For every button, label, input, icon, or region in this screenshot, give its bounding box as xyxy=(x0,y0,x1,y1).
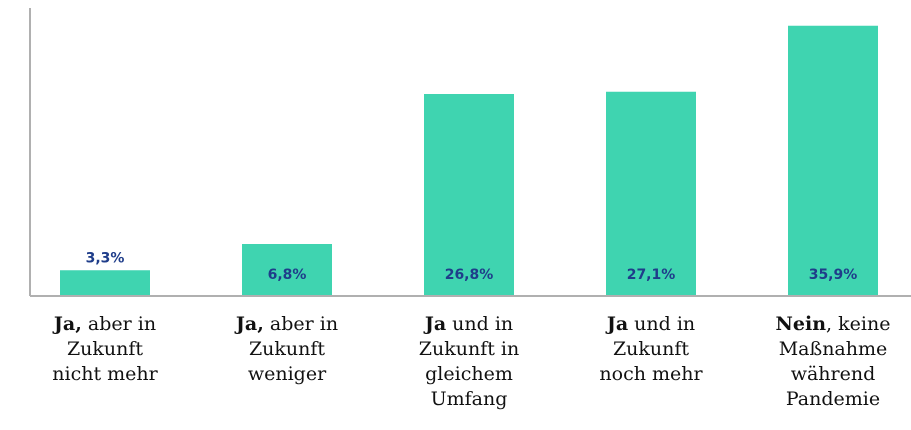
value-label: 3,3% xyxy=(86,250,125,266)
category-line: noch mehr xyxy=(599,363,703,385)
bar xyxy=(788,25,878,295)
category-text: und in xyxy=(446,313,513,335)
category-text: , keine xyxy=(826,313,890,335)
x-tick-label: Ja und in Zukunft in gleichem Umfang xyxy=(419,313,519,410)
category-line: Umfang xyxy=(431,388,508,410)
category-emphasis: Ja, xyxy=(52,313,82,335)
value-label: 26,8% xyxy=(445,267,494,283)
category-emphasis: Ja xyxy=(423,313,446,335)
x-tick-label: Ja, aber in Zukunft weniger xyxy=(234,313,338,385)
x-tick-label: Ja, aber in Zukunft nicht mehr xyxy=(52,313,159,385)
x-tick-label: Ja und in Zukunft noch mehr xyxy=(599,313,703,385)
category-emphasis: Ja, xyxy=(234,313,264,335)
category-text: aber in xyxy=(264,313,338,335)
category-line: während xyxy=(791,363,876,385)
bar xyxy=(424,94,514,295)
value-label: 35,9% xyxy=(809,267,858,283)
category-line: Zukunft xyxy=(613,338,689,360)
category-line: weniger xyxy=(248,363,327,385)
category-line: Maßnahme xyxy=(779,338,888,360)
category-line: Zukunft xyxy=(249,338,325,360)
bar xyxy=(60,270,150,295)
category-emphasis: Ja xyxy=(605,313,628,335)
category-line: Zukunft xyxy=(67,338,143,360)
value-label: 6,8% xyxy=(268,267,307,283)
value-label: 27,1% xyxy=(627,267,676,283)
category-text: aber in xyxy=(82,313,156,335)
bar xyxy=(606,91,696,295)
category-emphasis: Nein xyxy=(776,313,827,335)
x-tick-label: Nein, keine Maßnahme während Pandemie xyxy=(776,313,891,410)
category-line: Zukunft in xyxy=(419,338,519,360)
category-text: und in xyxy=(628,313,695,335)
category-line: nicht mehr xyxy=(52,363,158,385)
category-line: gleichem xyxy=(425,363,513,385)
category-line: Pandemie xyxy=(786,388,880,410)
bar xyxy=(242,244,332,295)
